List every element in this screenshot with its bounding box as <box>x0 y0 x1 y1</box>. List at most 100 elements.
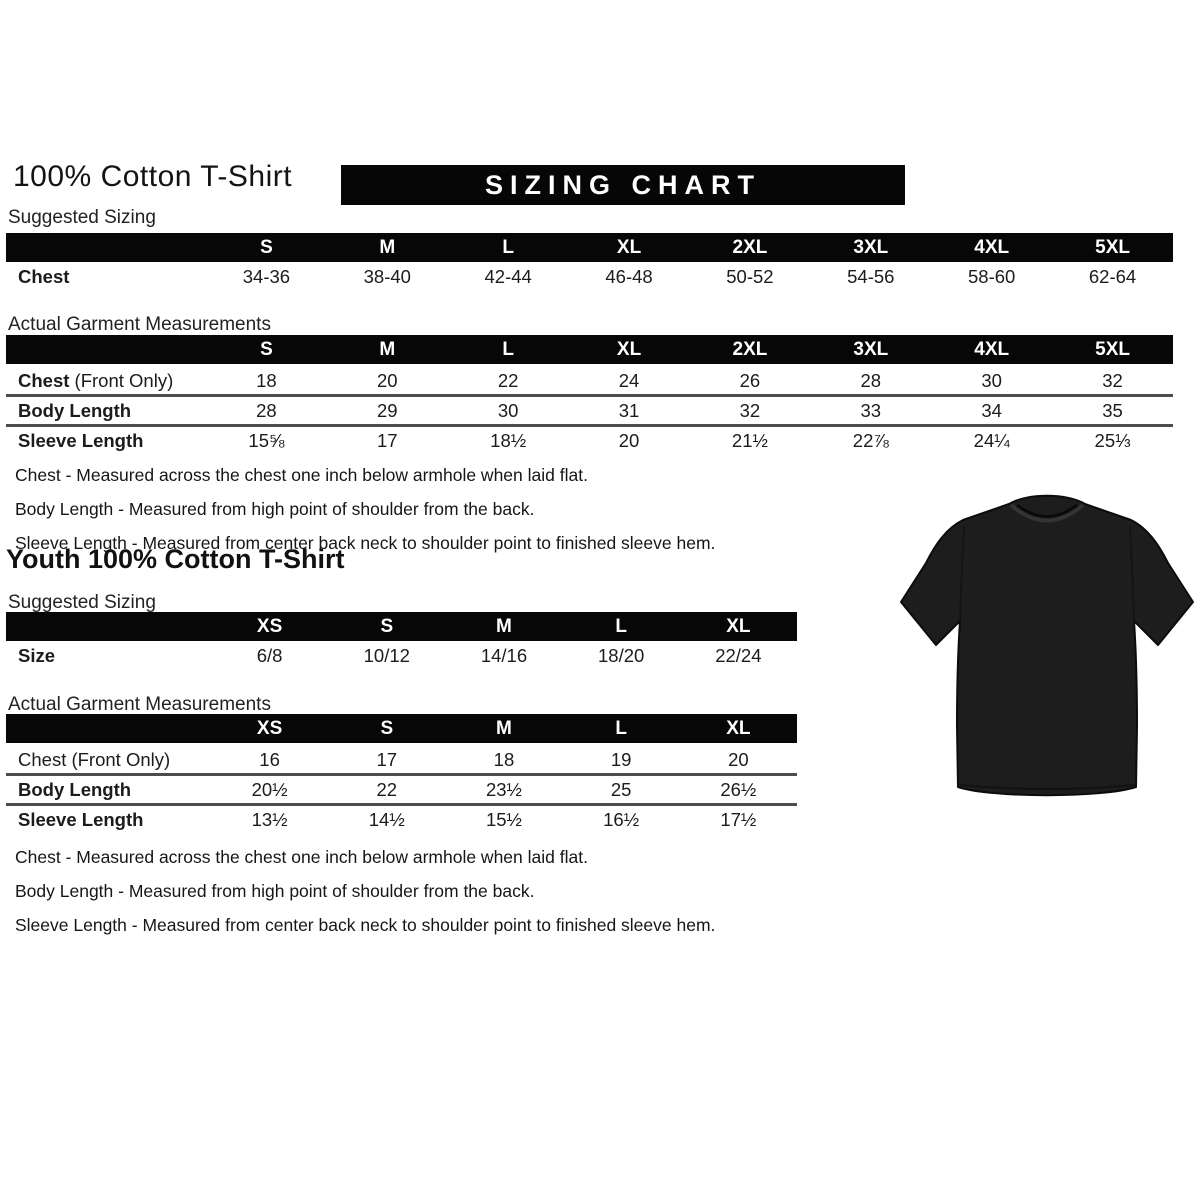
cell: 28 <box>810 364 932 396</box>
youth-suggested-sizing-table: XS S M L XL Size 6/8 10/12 14/16 18/20 2… <box>6 612 797 671</box>
cell: 50-52 <box>726 266 774 287</box>
cell: 23½ <box>445 773 563 805</box>
adult-actual-measurements-table: S M L XL 2XL 3XL 4XL 5XL Chest (Front On… <box>6 335 1173 454</box>
col-header: M <box>326 335 448 367</box>
tshirt-illustration <box>900 494 1194 797</box>
youth-measurement-notes: Chest - Measured across the chest one in… <box>15 840 715 942</box>
cell: 13½ <box>211 803 329 833</box>
table-row: Chest (Front Only) 18 20 22 24 26 28 30 … <box>6 364 1173 396</box>
cell: 46-48 <box>605 266 653 287</box>
cell: 22 <box>328 773 446 805</box>
note-body-length: Body Length - Measured from high point o… <box>15 881 535 901</box>
cell: 20 <box>568 424 690 454</box>
cell: 20 <box>679 743 797 775</box>
row-label-text: Body Length <box>18 399 132 421</box>
table-row: Chest (Front Only) 16 17 18 19 20 <box>6 743 797 775</box>
col-header: 2XL <box>689 335 811 367</box>
note-chest: Chest - Measured across the chest one in… <box>15 847 588 867</box>
col-header: S <box>328 714 446 746</box>
col-header: L <box>562 612 680 641</box>
cell: 34-36 <box>242 266 291 287</box>
cell: 14/16 <box>480 645 528 666</box>
col-header: L <box>447 335 569 367</box>
cell: 17½ <box>679 803 797 833</box>
row-label: Size <box>6 641 211 671</box>
tshirt-image <box>897 486 1195 806</box>
col-header: L <box>562 714 680 746</box>
cell: 18½ <box>447 424 569 454</box>
cell: 10/12 <box>363 645 410 666</box>
cell: 30 <box>447 394 569 426</box>
youth-section-title: Youth 100% Cotton T-Shirt <box>6 544 345 574</box>
row-label-text: Chest (Front Only) <box>18 748 171 770</box>
cell: 14½ <box>328 803 446 833</box>
cell: 26½ <box>679 773 797 805</box>
col-header: 5XL <box>1052 233 1173 262</box>
youth-actual-measurements-label: Actual Garment Measurements <box>8 694 271 715</box>
row-label: Chest (Front Only) <box>6 364 206 396</box>
row-label-text: Body Length <box>18 778 132 800</box>
sizing-chart-banner: SIZING CHART <box>341 165 905 205</box>
table-row: Size 6/8 10/12 14/16 18/20 22/24 <box>6 641 797 671</box>
youth-actual-measurements-table: XS S M L XL Chest (Front Only) 16 17 18 … <box>6 714 797 833</box>
adult-suggested-sizing-label: Suggested Sizing <box>8 207 156 228</box>
header-row: S M L XL 2XL 3XL 4XL 5XL <box>6 335 1173 367</box>
cell: 33 <box>810 394 932 426</box>
table-row: Chest 34-36 38-40 42-44 46-48 50-52 54-5… <box>6 262 1173 292</box>
cell: 18/20 <box>598 645 645 666</box>
col-header: 3XL <box>810 335 932 367</box>
row-label: Body Length <box>6 773 211 805</box>
cell: 29 <box>326 394 448 426</box>
cell: 18 <box>445 743 563 775</box>
header-row: S M L XL 2XL 3XL 4XL 5XL <box>6 233 1173 262</box>
corner-cell <box>6 233 206 262</box>
cell: 35 <box>1052 394 1173 426</box>
page-title: 100% Cotton T-Shirt <box>13 160 293 193</box>
col-header: S <box>328 612 446 641</box>
col-header: M <box>445 714 563 746</box>
cell: 20 <box>326 364 448 396</box>
note-body-length: Body Length - Measured from high point o… <box>15 499 535 519</box>
row-label: Chest <box>6 262 206 292</box>
row-label-text: Chest <box>18 369 70 391</box>
col-header: 5XL <box>1052 335 1173 367</box>
col-header: XL <box>679 612 797 641</box>
cell: 20½ <box>211 773 329 805</box>
cell: 32 <box>1052 364 1173 396</box>
header-row: XS S M L XL <box>6 714 797 746</box>
cell: 24 <box>568 364 690 396</box>
col-header: S <box>206 233 327 262</box>
note-sleeve-length: Sleeve Length - Measured from center bac… <box>15 915 716 935</box>
row-label-text: Sleeve Length <box>18 429 144 451</box>
note-sleeve-length: Sleeve Length - Measured from center bac… <box>15 533 716 553</box>
cell: 19 <box>562 743 680 775</box>
col-header: 3XL <box>810 233 932 262</box>
row-label: Body Length <box>6 394 206 426</box>
cell: 38-40 <box>363 266 411 287</box>
cell: 6/8 <box>256 645 283 666</box>
sizing-chart-banner-text: SIZING CHART <box>485 169 761 200</box>
table-row: Body Length 20½ 22 23½ 25 26½ <box>6 773 797 805</box>
youth-suggested-sizing-label: Suggested Sizing <box>8 592 156 613</box>
cell: 17 <box>326 424 448 454</box>
corner-cell <box>6 335 206 367</box>
col-header: XS <box>211 612 329 641</box>
cell: 15⅝ <box>206 424 327 454</box>
row-label-text: Size <box>18 645 56 666</box>
cell: 22⅞ <box>810 424 932 454</box>
cell: 17 <box>328 743 446 775</box>
table-row: Body Length 28 29 30 31 32 33 34 35 <box>6 394 1173 426</box>
cell: 24¼ <box>931 424 1053 454</box>
row-label-text: Sleeve Length <box>18 808 144 830</box>
row-label: Sleeve Length <box>6 803 211 833</box>
row-label: Chest (Front Only) <box>6 743 211 775</box>
cell: 34 <box>931 394 1053 426</box>
col-header: L <box>447 233 569 262</box>
row-label-text: Chest <box>18 266 70 287</box>
cell: 18 <box>206 364 327 396</box>
table-row: Sleeve Length 13½ 14½ 15½ 16½ 17½ <box>6 803 797 833</box>
col-header: M <box>326 233 448 262</box>
cell: 54-56 <box>847 266 895 287</box>
cell: 15½ <box>445 803 563 833</box>
note-chest: Chest - Measured across the chest one in… <box>15 465 588 485</box>
